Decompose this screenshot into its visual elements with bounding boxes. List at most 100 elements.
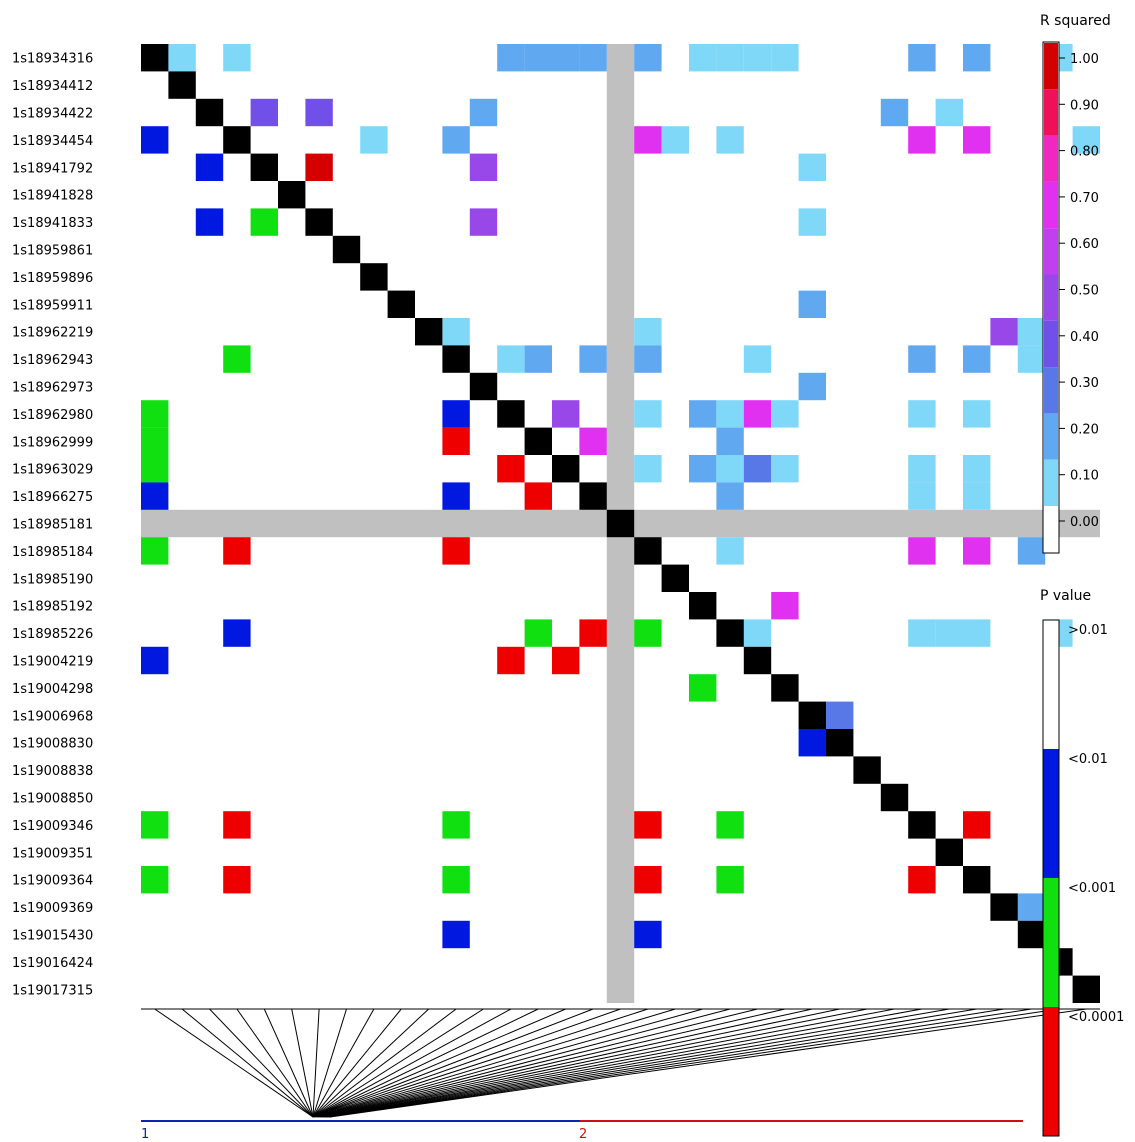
r-squared-cell	[771, 592, 799, 620]
diagonal-cell	[223, 126, 251, 154]
diagonal-cell	[634, 537, 662, 565]
snp-label: 1s18962973	[12, 381, 93, 396]
position-link-line	[318, 1008, 786, 1118]
r-squared-cell	[689, 400, 717, 428]
position-link-line	[154, 1008, 314, 1118]
snp-label: 1s18962219	[12, 326, 93, 341]
p-value-cell	[141, 537, 169, 565]
r-squared-cell	[497, 345, 525, 373]
diagonal-cell	[716, 619, 744, 647]
position-link-line	[317, 1008, 758, 1118]
r-squared-swatch	[1044, 506, 1058, 553]
r-squared-cell	[716, 126, 744, 154]
r-squared-cell	[963, 400, 991, 428]
snp-label: 1s19009369	[12, 901, 93, 916]
r-squared-swatch	[1044, 228, 1058, 275]
snp-labels: 1s18934316 1s18934412 1s18934422 1s18934454…	[12, 52, 93, 999]
r-squared-cell	[771, 44, 799, 72]
r-squared-cell	[743, 455, 772, 483]
snp-label: 1s19006968	[12, 709, 93, 724]
position-link-line	[325, 1008, 977, 1118]
p-value-cell	[141, 811, 169, 839]
diagonal-cell	[360, 263, 388, 291]
p-value-cell	[716, 811, 744, 839]
r-squared-tick-label: 0.40	[1070, 330, 1099, 345]
snp-label: 1s18985226	[12, 627, 93, 642]
p-value-cell	[195, 153, 224, 181]
r-squared-swatch	[1044, 413, 1058, 460]
r-squared-swatch	[1044, 459, 1058, 506]
p-value-cell	[634, 619, 662, 647]
r-squared-cell	[908, 400, 936, 428]
position-link-line	[314, 1008, 676, 1118]
r-squared-tick-label: 0.20	[1070, 422, 1099, 437]
r-squared-cell	[716, 537, 744, 565]
diagonal-cell	[689, 592, 717, 620]
r-squared-tick-label: 0.30	[1070, 376, 1099, 391]
diagonal-cell	[798, 701, 826, 729]
snp-label: 1s18985184	[12, 545, 93, 560]
diagonal-cell	[990, 893, 1018, 921]
r-squared-tick-label: 0.10	[1070, 469, 1099, 484]
r-squared-swatch	[1044, 135, 1058, 182]
snp-label: 1s18985190	[12, 572, 93, 587]
p-value-cell	[908, 866, 936, 894]
diagonal-cell	[415, 318, 443, 346]
snp-label: 1s18934412	[12, 79, 93, 94]
position-link-line	[263, 1008, 314, 1118]
snp-label: 1s18941828	[12, 189, 93, 204]
position-link-line	[326, 1008, 1005, 1118]
snp-label: 1s18941833	[12, 216, 93, 231]
diagonal-cell	[1017, 920, 1046, 949]
p-value-cell	[141, 400, 169, 428]
diagonal-cell	[908, 811, 936, 839]
diagonal-cell	[826, 729, 854, 757]
r-squared-cell	[798, 153, 826, 181]
snp-label: 1s19008850	[12, 792, 93, 807]
snp-label: 1s19015430	[12, 929, 93, 944]
diagonal-cell	[1072, 975, 1100, 1003]
r-squared-cell	[661, 126, 689, 154]
p-value-label: >0.01	[1068, 623, 1108, 638]
r-squared-cell	[1017, 345, 1046, 373]
snp-label: 1s18959896	[12, 271, 93, 286]
p-value-swatch	[1043, 749, 1059, 878]
r-squared-cell	[1017, 893, 1046, 921]
p-value-cell	[223, 619, 251, 647]
r-squared-cell	[908, 482, 936, 510]
r-squared-cell	[689, 455, 717, 483]
r-squared-cell	[552, 400, 580, 428]
position-link-line	[312, 1008, 566, 1118]
snp-label: 1s18962980	[12, 408, 93, 423]
p-value-cell	[579, 619, 607, 647]
position-link-line	[312, 1008, 402, 1118]
r-squared-swatch	[1044, 320, 1058, 368]
p-value-cell	[963, 811, 991, 839]
r-squared-cell	[798, 372, 826, 401]
r-squared-tick-label: 0.50	[1070, 284, 1099, 299]
p-value-cell	[497, 646, 525, 675]
snp-label: 1s18959911	[12, 298, 93, 313]
p-value-cell	[442, 400, 470, 428]
position-link-line	[312, 1008, 457, 1118]
p-value-legend: P value >0.01 <0.01 <0.001 <0.0001	[1040, 588, 1124, 1137]
diagonal-cell	[853, 756, 881, 784]
r-squared-swatch	[1044, 367, 1058, 414]
diagonal-cell	[250, 153, 278, 181]
diagonal-cell	[963, 866, 991, 894]
r-squared-cell	[168, 44, 196, 72]
r-squared-cell	[469, 208, 498, 236]
p-value-label: <0.001	[1068, 881, 1116, 896]
diagonal-cell	[935, 838, 963, 866]
r-squared-cell	[524, 44, 552, 72]
r-squared-cell	[743, 44, 772, 72]
p-value-cell	[141, 646, 169, 675]
r-squared-cell	[442, 318, 470, 346]
r-squared-cell	[935, 98, 963, 127]
position-link-line	[181, 1008, 314, 1118]
r-squared-cell	[963, 537, 991, 565]
position-link-line	[313, 1008, 649, 1118]
r-squared-cell	[1017, 537, 1046, 565]
p-value-swatch	[1043, 1007, 1059, 1136]
diagonal-cell	[661, 564, 689, 592]
